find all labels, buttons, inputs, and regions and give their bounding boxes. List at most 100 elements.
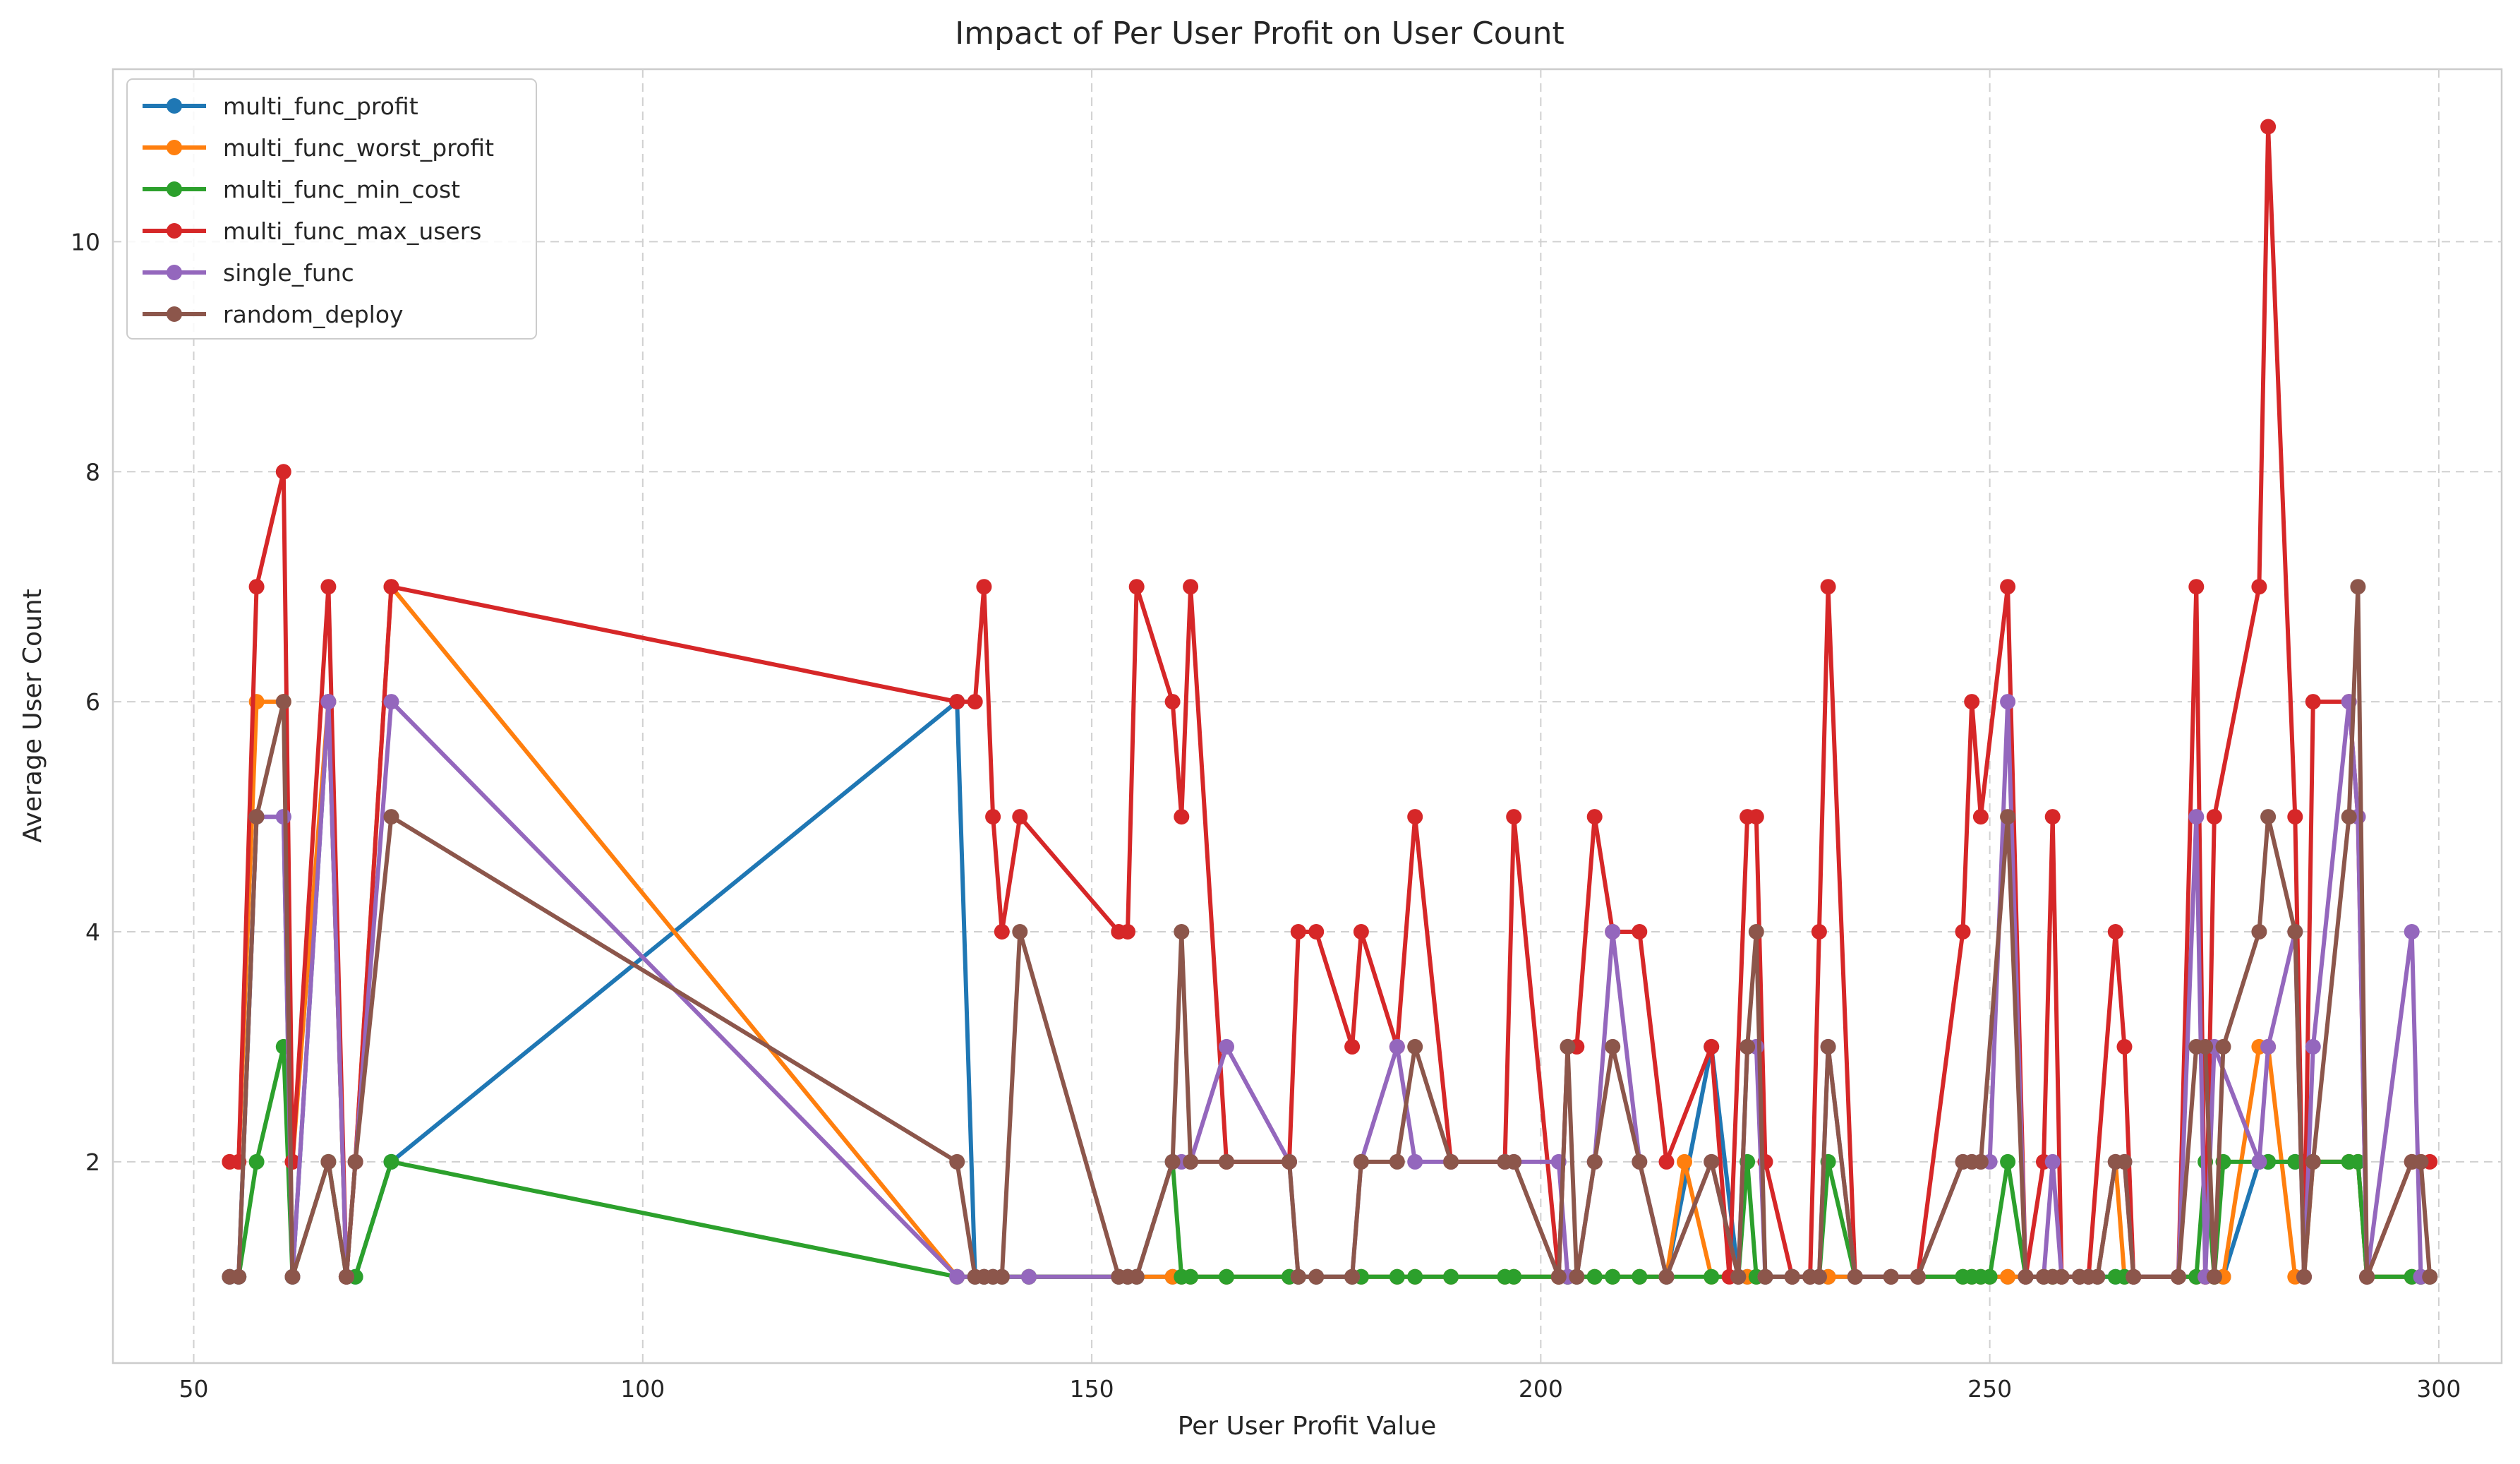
data-point-random-deploy — [275, 694, 291, 710]
data-point-multi-func-max-users — [320, 579, 337, 595]
data-point-random-deploy — [1972, 1153, 1989, 1170]
series-random-deploy — [222, 579, 2438, 1285]
data-point-random-deploy — [1847, 1268, 1863, 1285]
legend-swatch-marker — [167, 181, 182, 197]
data-point-multi-func-max-users — [2000, 579, 2016, 595]
legend-swatch-marker — [167, 306, 182, 322]
data-point-multi-func-max-users — [967, 694, 983, 710]
data-point-random-deploy — [2422, 1268, 2438, 1285]
legend-item-multi-func-worst-profit: multi_func_worst_profit — [143, 134, 494, 162]
x-tick-label: 200 — [1519, 1375, 1563, 1403]
data-point-random-deploy — [320, 1153, 337, 1170]
data-point-multi-func-max-users — [1308, 924, 1325, 940]
data-point-random-deploy — [1012, 924, 1028, 940]
data-point-multi-func-max-users — [1353, 924, 1369, 940]
data-point-multi-func-min-cost — [1443, 1268, 1459, 1285]
legend-swatch-marker — [167, 265, 182, 280]
data-point-multi-func-min-cost — [1632, 1268, 1648, 1285]
data-point-random-deploy — [2206, 1268, 2222, 1285]
data-point-random-deploy — [1811, 1268, 1827, 1285]
data-point-multi-func-max-users — [275, 464, 291, 480]
data-point-single-func — [383, 694, 399, 710]
legend-item-single-func: single_func — [143, 259, 354, 287]
legend-swatch-marker — [167, 98, 182, 114]
data-point-random-deploy — [2215, 1038, 2231, 1055]
data-point-single-func — [2305, 1038, 2321, 1055]
data-point-random-deploy — [1128, 1268, 1145, 1285]
data-point-random-deploy — [1407, 1038, 1423, 1055]
data-point-random-deploy — [231, 1268, 247, 1285]
data-point-multi-func-min-cost — [1605, 1268, 1621, 1285]
data-point-random-deploy — [2413, 1153, 2429, 1170]
data-point-random-deploy — [1740, 1038, 1756, 1055]
data-point-multi-func-max-users — [985, 809, 1001, 825]
data-point-random-deploy — [1219, 1153, 1234, 1170]
data-point-multi-func-max-users — [1290, 924, 1306, 940]
data-point-random-deploy — [2126, 1268, 2142, 1285]
data-point-multi-func-max-users — [1586, 809, 1603, 825]
data-point-multi-func-max-users — [949, 694, 965, 710]
data-point-single-func — [1389, 1038, 1405, 1055]
data-point-multi-func-max-users — [2044, 809, 2061, 825]
data-point-random-deploy — [1605, 1038, 1621, 1055]
data-point-multi-func-max-users — [1658, 1153, 1675, 1170]
legend-label: random_deploy — [223, 301, 404, 328]
x-tick-label: 100 — [620, 1375, 665, 1403]
data-point-random-deploy — [2296, 1268, 2312, 1285]
x-tick-label: 50 — [179, 1375, 209, 1403]
data-point-random-deploy — [1757, 1268, 1773, 1285]
data-point-multi-func-max-users — [1811, 924, 1827, 940]
legend-label: multi_func_profit — [223, 92, 418, 120]
data-point-random-deploy — [347, 1153, 363, 1170]
data-point-random-deploy — [383, 809, 399, 825]
data-point-random-deploy — [1560, 1038, 1576, 1055]
data-point-random-deploy — [284, 1268, 301, 1285]
data-point-random-deploy — [1506, 1153, 1522, 1170]
data-point-multi-func-worst-profit — [2000, 1268, 2016, 1285]
data-point-random-deploy — [2198, 1038, 2214, 1055]
y-axis-label: Average User Count — [18, 589, 47, 843]
chart-title: Impact of Per User Profit on User Count — [955, 16, 1564, 52]
y-tick-label: 2 — [85, 1148, 100, 1176]
data-point-random-deploy — [994, 1268, 1010, 1285]
data-point-multi-func-max-users — [2206, 809, 2222, 825]
data-point-random-deploy — [248, 809, 265, 825]
data-point-single-func — [2404, 924, 2420, 940]
legend-item-multi-func-max-users: multi_func_max_users — [143, 217, 482, 245]
data-point-random-deploy — [2359, 1268, 2375, 1285]
data-point-random-deploy — [1550, 1268, 1567, 1285]
legend-swatch-marker — [167, 223, 182, 239]
legend-label: multi_func_max_users — [223, 217, 482, 245]
data-point-multi-func-max-users — [2287, 809, 2303, 825]
data-point-random-deploy — [1308, 1268, 1325, 1285]
data-point-random-deploy — [1883, 1268, 1899, 1285]
data-point-multi-func-max-users — [1964, 694, 1980, 710]
data-point-multi-func-max-users — [1955, 924, 1971, 940]
legend-item-multi-func-min-cost: multi_func_min_cost — [143, 176, 460, 203]
data-point-multi-func-max-users — [1164, 694, 1181, 710]
data-point-random-deploy — [2170, 1268, 2186, 1285]
data-point-multi-func-max-users — [1632, 924, 1648, 940]
legend: multi_func_profit multi_func_worst_profit… — [126, 78, 537, 340]
data-point-multi-func-max-users — [1012, 809, 1028, 825]
data-point-random-deploy — [1344, 1268, 1361, 1285]
data-point-single-func — [949, 1268, 965, 1285]
data-point-random-deploy — [1586, 1153, 1603, 1170]
data-point-multi-func-max-users — [1183, 579, 1199, 595]
data-point-random-deploy — [1290, 1268, 1306, 1285]
data-point-multi-func-min-cost — [2350, 1153, 2366, 1170]
data-point-single-func — [2000, 694, 2016, 710]
data-point-multi-func-min-cost — [248, 1153, 265, 1170]
y-tick-label: 6 — [85, 688, 100, 716]
data-point-random-deploy — [2341, 809, 2357, 825]
data-point-multi-func-min-cost — [383, 1153, 399, 1170]
y-axis-ticks: 2 4 6 8 10 — [71, 228, 100, 1175]
data-point-random-deploy — [1183, 1153, 1199, 1170]
data-point-random-deploy — [1632, 1153, 1648, 1170]
data-point-random-deploy — [2018, 1268, 2034, 1285]
data-point-random-deploy — [1443, 1153, 1459, 1170]
data-point-single-func — [1219, 1038, 1234, 1055]
x-tick-label: 150 — [1070, 1375, 1114, 1403]
data-point-random-deploy — [2054, 1268, 2070, 1285]
data-point-random-deploy — [1748, 924, 1764, 940]
